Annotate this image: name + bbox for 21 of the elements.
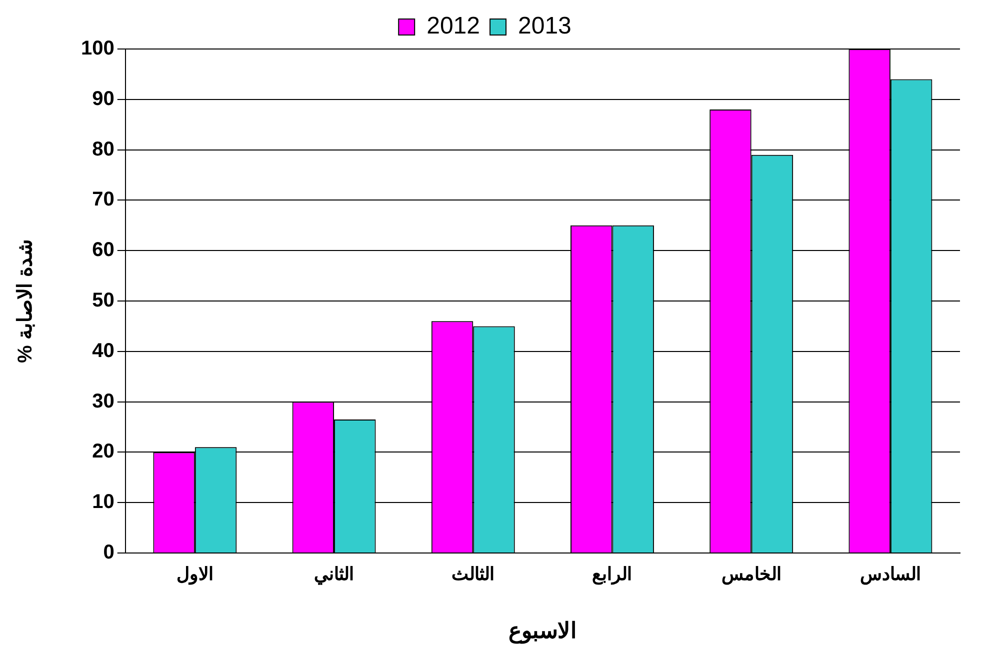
y-tick-label: 50 <box>92 290 114 312</box>
x-tick-label: الرابع <box>592 564 632 585</box>
y-axis-title: % شدة الاصابة <box>14 239 37 363</box>
y-tick-label: 80 <box>92 138 114 160</box>
y-tick-label: 10 <box>92 491 114 514</box>
x-tick-label: السادس <box>860 564 921 585</box>
x-tick-label: الاول <box>176 564 214 585</box>
legend-label: 2012 <box>426 12 480 40</box>
x-tick-label: الخامس <box>721 564 782 585</box>
x-axis-title: الاسبوع <box>508 618 577 644</box>
x-tick-label: الثاني <box>314 564 354 585</box>
y-tick-label: 40 <box>92 340 114 362</box>
y-tick-label: 100 <box>80 38 114 60</box>
y-tick-label: 60 <box>92 239 114 262</box>
y-tick-label: 70 <box>92 188 114 211</box>
y-tick-label: 30 <box>92 390 114 412</box>
y-tick-label: 0 <box>103 542 114 564</box>
y-tick-label: 20 <box>92 440 114 463</box>
y-tick-label: 90 <box>92 88 114 110</box>
x-tick-label: الثالث <box>452 564 495 584</box>
legend-label: 2013 <box>518 12 572 40</box>
